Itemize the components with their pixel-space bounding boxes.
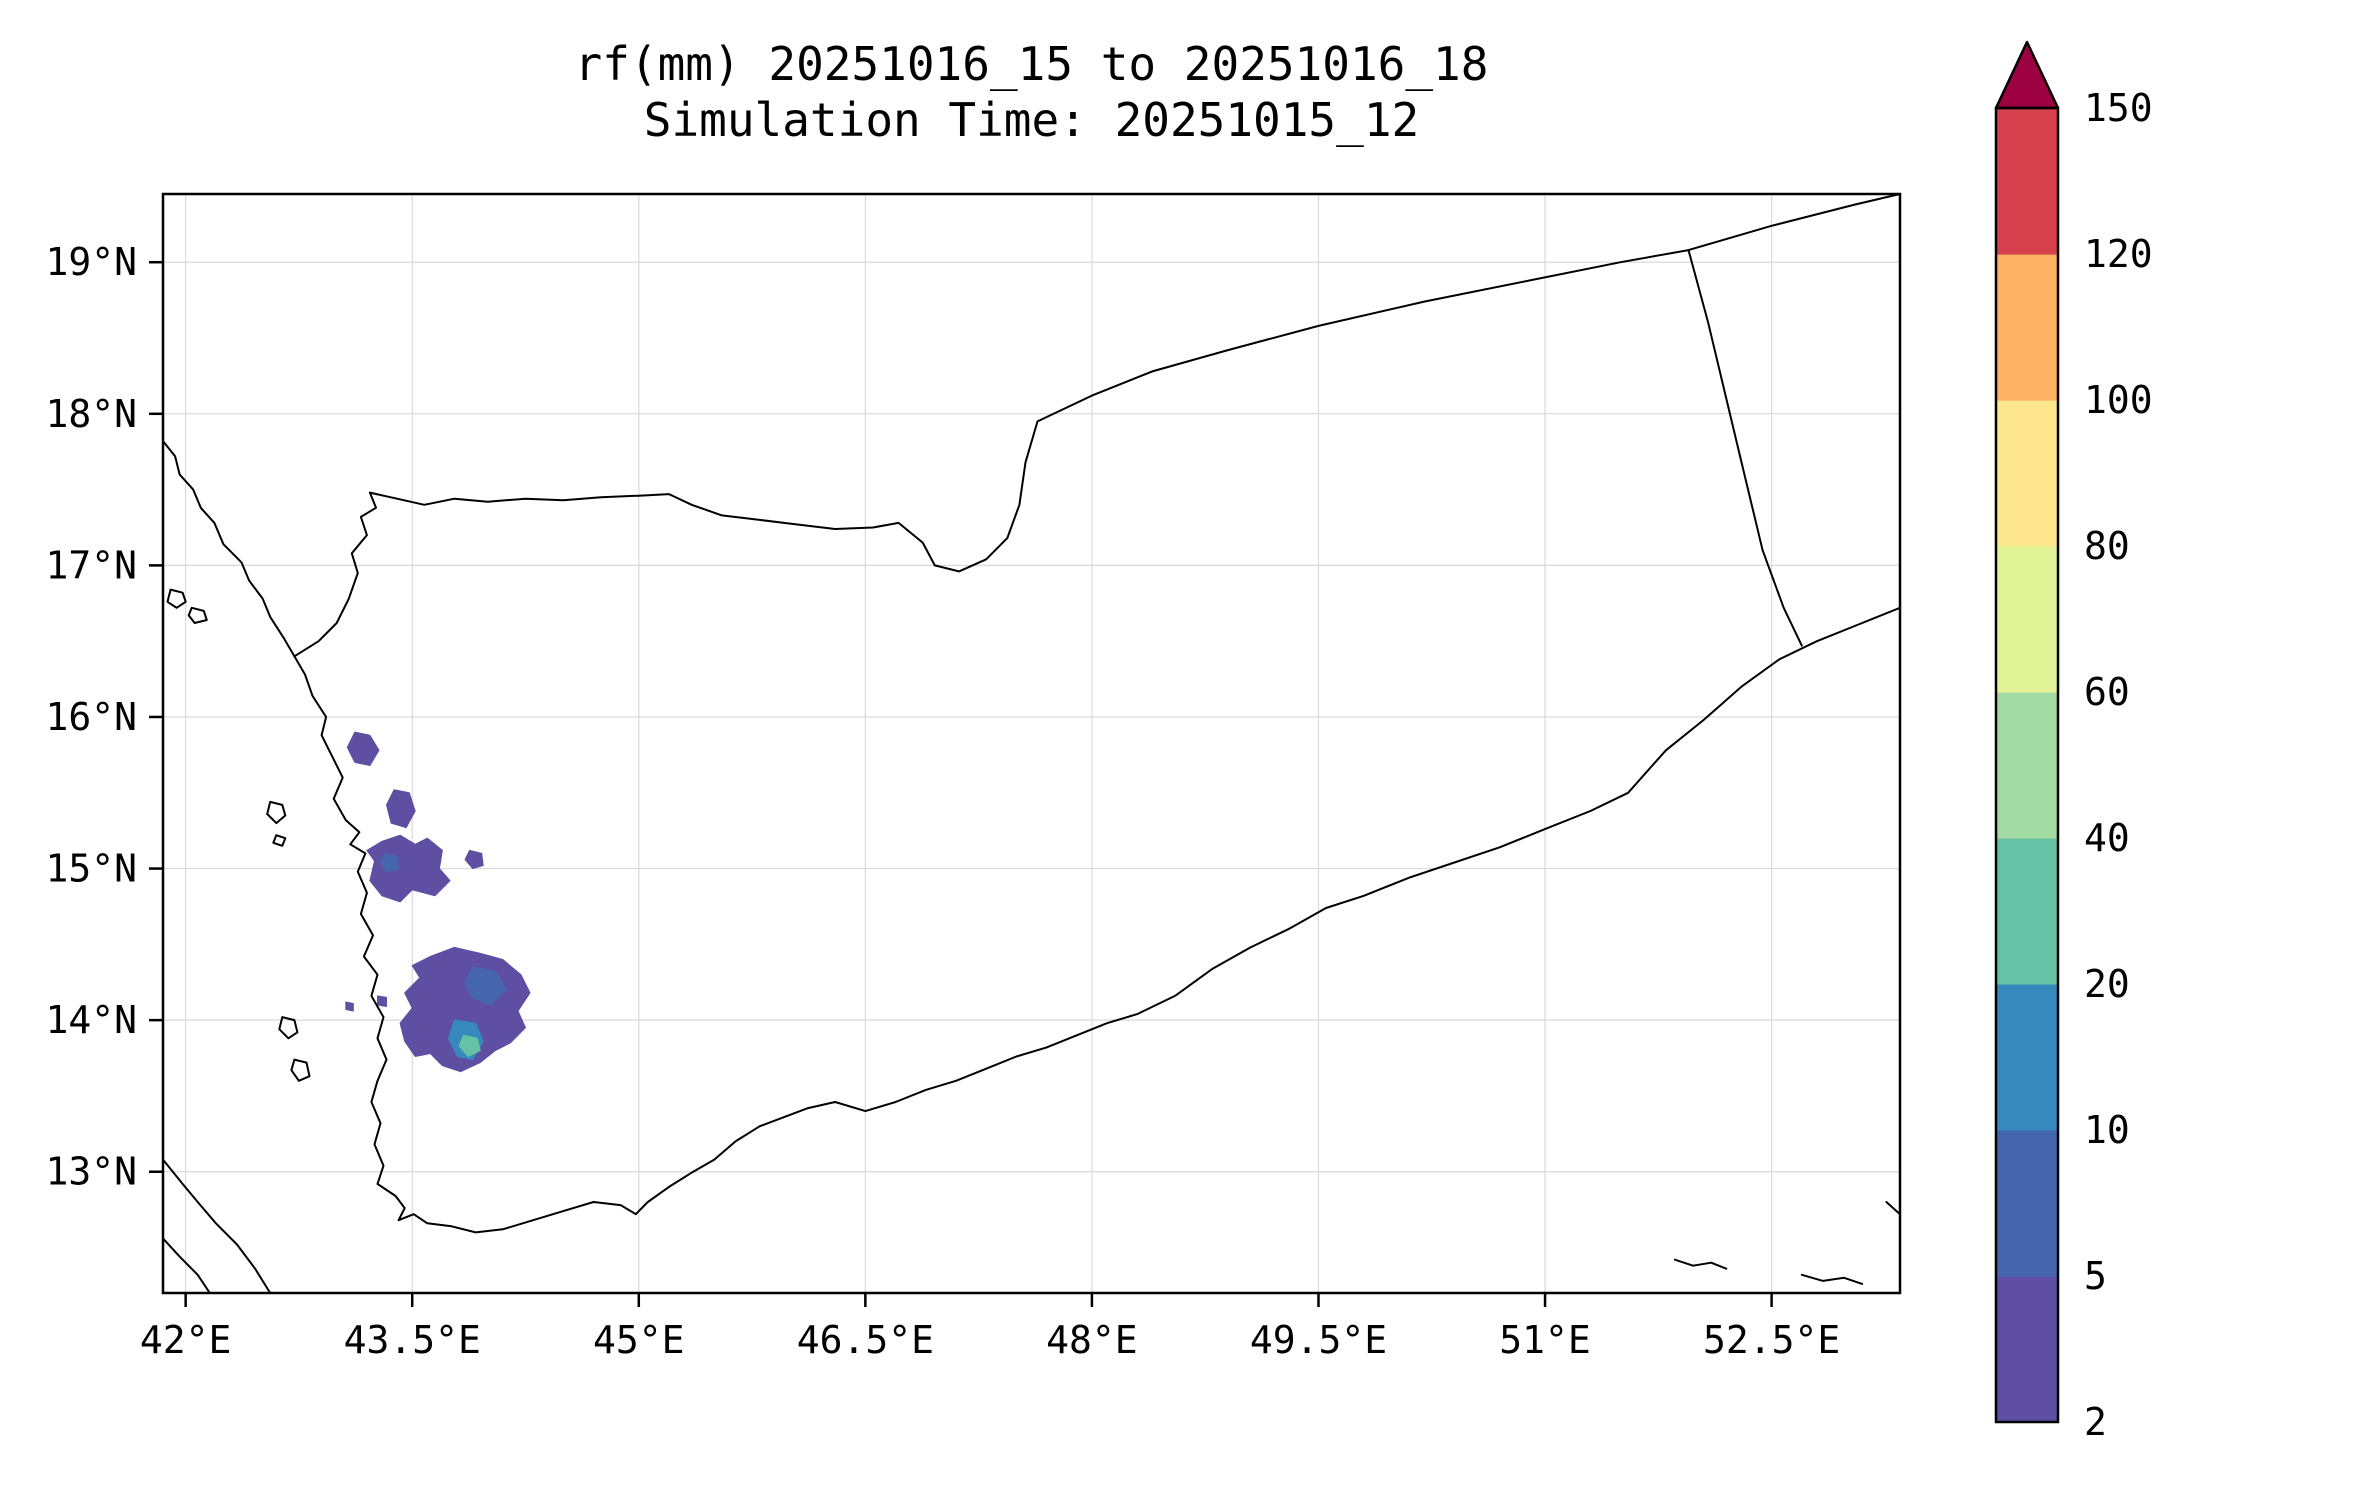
- small-coast-fragment-c: [1885, 1201, 1901, 1216]
- colorbar-segment: [1996, 400, 2058, 547]
- oman-yemen-border: [1687, 249, 1803, 647]
- x-tick-label: 52.5°E: [1703, 1318, 1840, 1362]
- rain-patch: [345, 1001, 354, 1012]
- hanish-island-b: [290, 1058, 311, 1082]
- rain-patch: [380, 852, 400, 873]
- colorbar-tick-label: 40: [2084, 816, 2130, 860]
- x-tick-label: 43.5°E: [344, 1318, 481, 1362]
- colorbar-tick-label: 120: [2084, 232, 2153, 276]
- colorbar-segment: [1996, 254, 2058, 401]
- saudi-yemen-border: [293, 249, 1690, 658]
- african-coastline-a: [162, 1158, 272, 1294]
- y-tick-label: 18°N: [45, 392, 137, 436]
- colorbar-tick-label: 80: [2084, 524, 2130, 568]
- rain-patch: [386, 789, 416, 829]
- y-tick-label: 17°N: [45, 543, 137, 587]
- rain-patch: [458, 1034, 481, 1057]
- colorbar-frame: [1994, 106, 2060, 1424]
- colorbar-segment: [1996, 984, 2058, 1131]
- x-tick-label: 51°E: [1499, 1318, 1591, 1362]
- y-tick-label: 13°N: [45, 1150, 137, 1194]
- colorbar-segment: [1996, 838, 2058, 985]
- y-tick-label: 14°N: [45, 998, 137, 1042]
- rain-patch: [346, 731, 380, 766]
- x-tick-label: 49.5°E: [1250, 1318, 1387, 1362]
- x-tick-label: 46.5°E: [797, 1318, 934, 1362]
- colorbar-tick-label: 60: [2084, 670, 2130, 714]
- rain-patch: [464, 966, 507, 1006]
- rain-patch: [464, 849, 484, 870]
- kamaran-island-a: [266, 800, 287, 825]
- red-sea-and-gulf-of-aden-coastline: [162, 440, 1901, 1234]
- african-coastline-b: [162, 1237, 211, 1294]
- colorbar-extend-max-triangle: [1994, 40, 2060, 110]
- colorbar-segment: [1996, 1130, 2058, 1277]
- y-tick-label: 16°N: [45, 695, 137, 739]
- y-tick-label: 15°N: [45, 847, 137, 891]
- chart-title: rf(mm) 20251016_15 to 20251016_18: [574, 37, 1489, 91]
- colorbar-segment: [1996, 108, 2058, 255]
- x-tick-label: 42°E: [140, 1318, 232, 1362]
- colorbar-tick-label: 2: [2084, 1400, 2107, 1444]
- colorbar-tick-label: 100: [2084, 378, 2153, 422]
- rain-patch: [366, 834, 451, 903]
- small-coast-fragment-a: [1673, 1258, 1728, 1270]
- saudi-oman-border: [1687, 193, 1901, 252]
- farasan-island-b: [187, 606, 208, 624]
- chart-title-block: rf(mm) 20251016_15 to 20251016_18 Simula…: [163, 36, 1900, 148]
- colorbar-segment: [1996, 546, 2058, 693]
- plot-frame: [161, 192, 1902, 1295]
- hanish-island-a: [278, 1016, 299, 1040]
- small-coast-fragment-b: [1800, 1273, 1864, 1285]
- y-tick-label: 19°N: [45, 240, 137, 284]
- colorbar-tick-label: 5: [2084, 1254, 2107, 1298]
- rain-patch: [377, 995, 387, 1007]
- x-tick-label: 48°E: [1046, 1318, 1138, 1362]
- colorbar-tick-label: 20: [2084, 962, 2130, 1006]
- colorbar-segment: [1996, 692, 2058, 839]
- colorbar-segment: [1996, 1276, 2058, 1423]
- colorbar-tick-label: 150: [2084, 86, 2153, 130]
- colorbar-tick-label: 10: [2084, 1108, 2130, 1152]
- farasan-island-a: [166, 588, 187, 609]
- x-tick-label: 45°E: [593, 1318, 685, 1362]
- chart-subtitle: Simulation Time: 20251015_12: [643, 93, 1420, 147]
- kamaran-island-b: [272, 834, 287, 847]
